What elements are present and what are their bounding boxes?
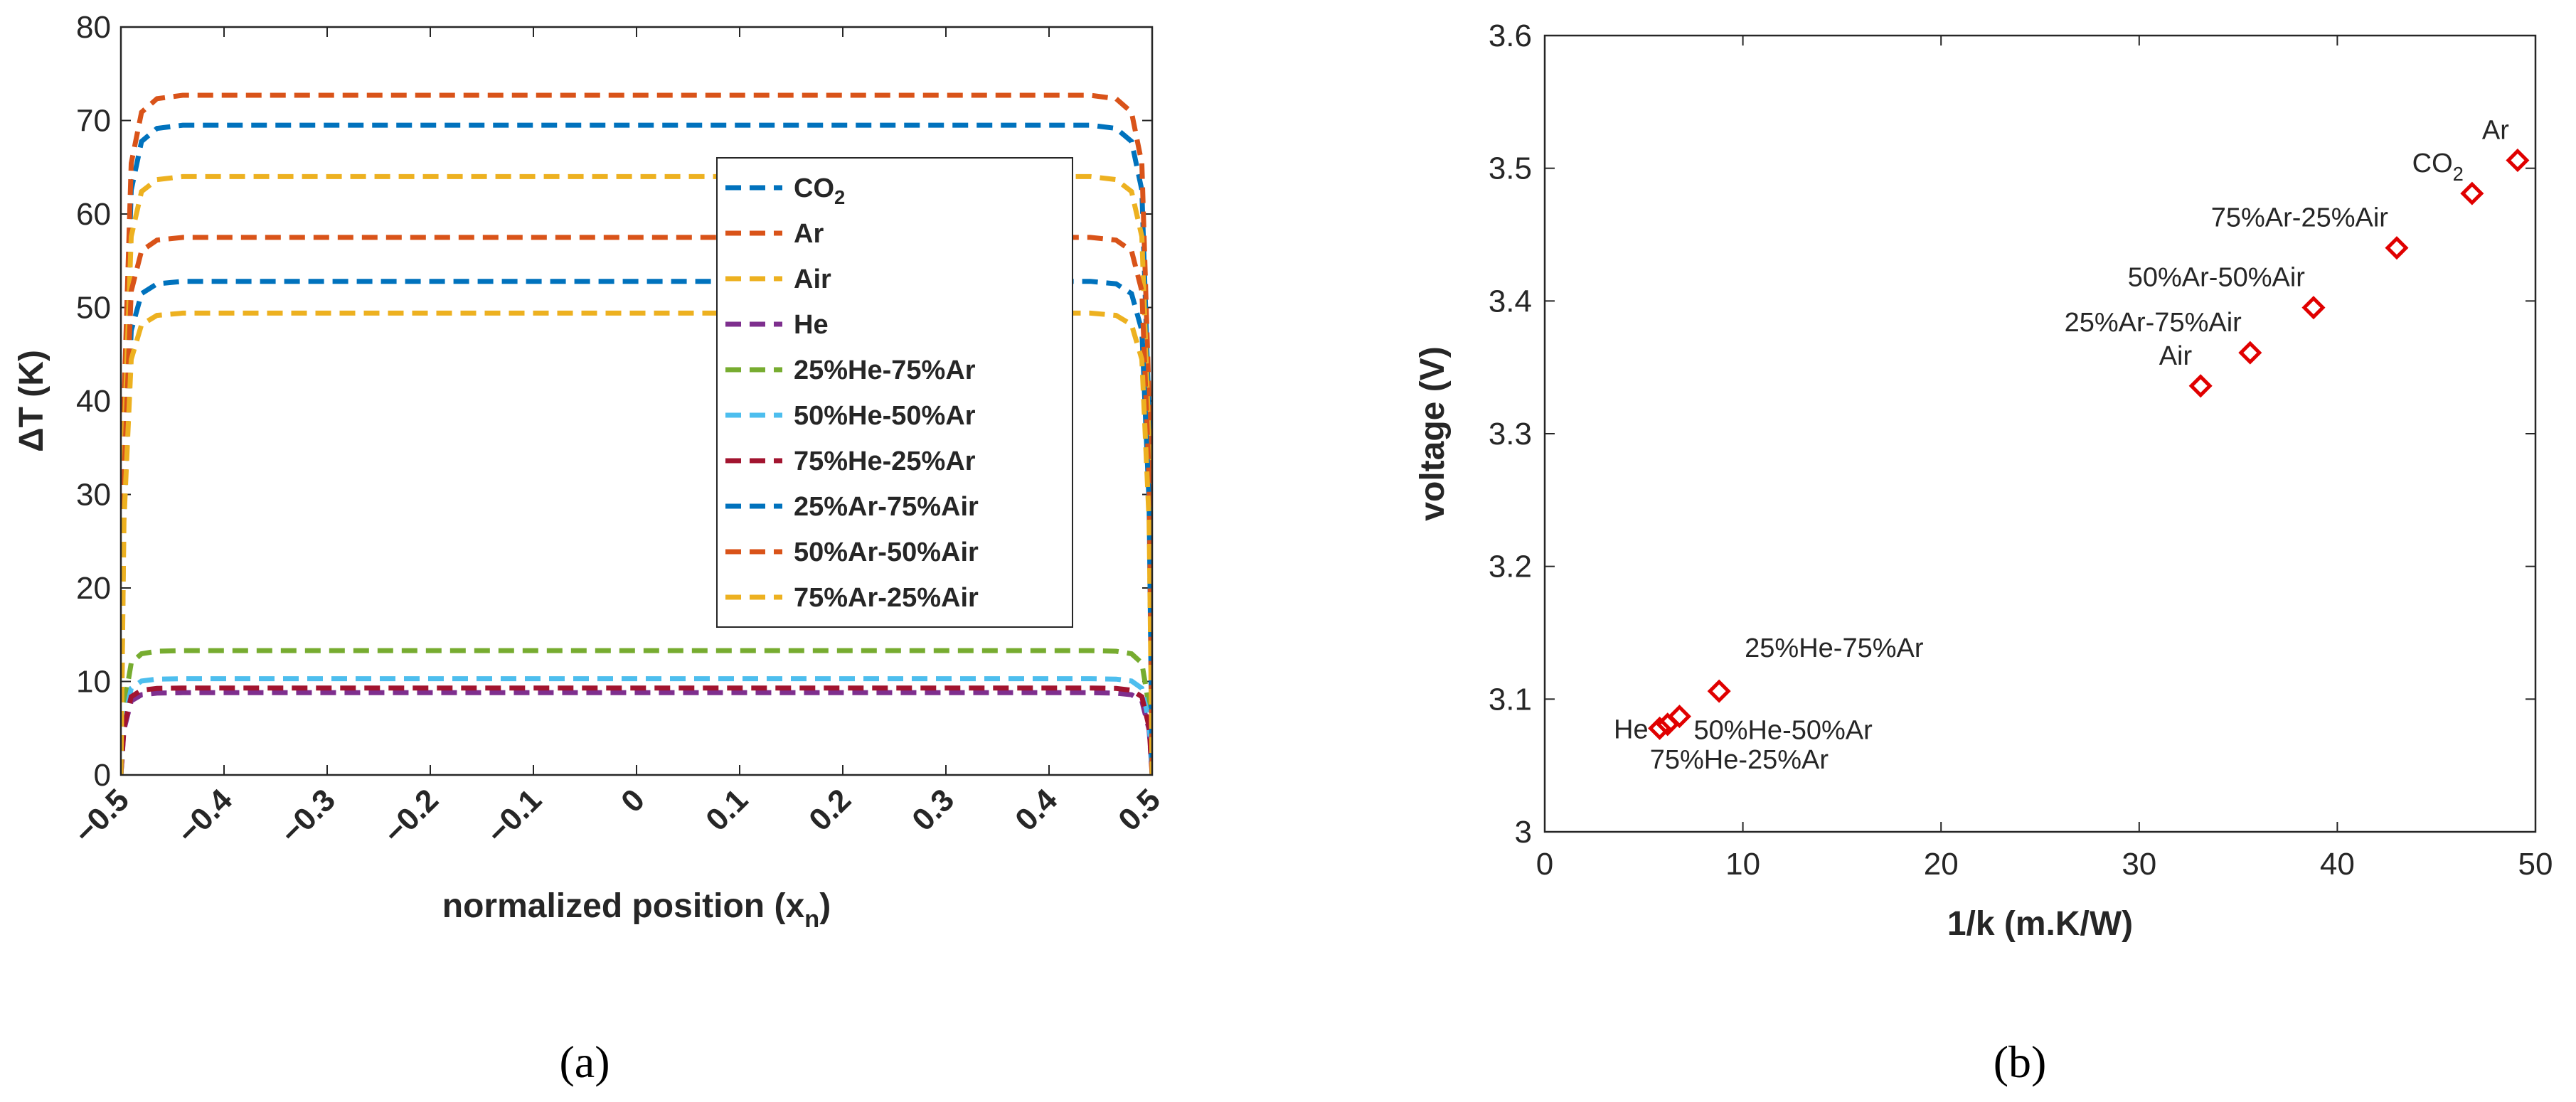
legend-label: 50%He-50%Ar xyxy=(794,401,976,431)
y-tick-label: 60 xyxy=(76,197,111,232)
x-tick-label: 20 xyxy=(1924,847,1959,882)
x-tick-label: 0.2 xyxy=(802,782,858,838)
legend-label: 25%He-75%Ar xyxy=(794,355,976,385)
y-tick-label: 3.5 xyxy=(1489,151,1532,186)
point-annotation: He xyxy=(1614,715,1649,744)
y-axis-label-b: voltage (V) xyxy=(1414,346,1452,520)
legend-label: 75%Ar-25%Air xyxy=(794,583,979,613)
x-tick-label: 10 xyxy=(1725,847,1760,882)
y-axis-label-a: ΔT (K) xyxy=(13,350,50,452)
point-annotation: 75%Ar-25%Air xyxy=(2211,203,2389,233)
point-annotation: 50%Ar-50%Air xyxy=(2128,263,2306,293)
series-line-25-he-75-ar xyxy=(121,648,1152,775)
data-point-25-ar-75-air xyxy=(2238,341,2262,365)
point-annotation: 25%Ar-75%Air xyxy=(2065,308,2242,338)
data-point-50-he-50-ar xyxy=(1667,705,1691,729)
y-tick-label: 70 xyxy=(76,104,111,139)
panel-b-chart: 3 3.1 3.2 3.3 3.4 3.5 3.6 0 10 20 30 40 50 He75%He-25… xyxy=(1414,18,2553,943)
legend-a: CO2ArAirHe25%He-75%Ar50%He-50%Ar75%He-25… xyxy=(716,157,1073,628)
point-annotation: 50%He-50%Ar xyxy=(1693,716,1873,746)
y-tick-label: 30 xyxy=(76,478,111,513)
y-tick-label: 3.2 xyxy=(1489,550,1532,584)
series-line-75-ar-25-air xyxy=(121,310,1152,775)
y-tick-label: 3.4 xyxy=(1489,284,1532,319)
y-tick-label: 40 xyxy=(76,384,111,419)
legend-label: Air xyxy=(794,264,831,294)
plot-area-b xyxy=(1545,36,2535,832)
data-point-he xyxy=(1648,716,1672,740)
y-tick-label: 3.3 xyxy=(1489,417,1532,451)
x-tick-label: 0 xyxy=(614,782,651,819)
x-tick-label: 50 xyxy=(2518,847,2553,882)
x-tick-label: 0.5 xyxy=(1112,782,1167,838)
y-tick-label: 10 xyxy=(76,665,111,700)
data-point-ar xyxy=(2506,148,2530,173)
y-tick-label: 50 xyxy=(76,291,111,326)
y-tick-label: 3 xyxy=(1515,815,1532,850)
series-group-a xyxy=(121,92,1152,775)
panel-label-b: (b) xyxy=(1994,1037,2047,1087)
legend-label: 50%Ar-50%Air xyxy=(794,537,979,567)
y-tick-label: 20 xyxy=(76,571,111,606)
series-line-ar xyxy=(121,92,1152,775)
data-point-75-ar-25-air xyxy=(2385,236,2409,260)
x-tick-label: 0 xyxy=(1536,847,1553,882)
x-tick-label: 0.3 xyxy=(905,782,961,838)
axes-box-b xyxy=(1543,34,2537,833)
legend-label: He xyxy=(794,310,829,340)
x-tick-label: −0.1 xyxy=(480,782,548,850)
x-tick-label: −0.4 xyxy=(171,782,239,850)
legend-label: Ar xyxy=(794,219,824,249)
legend-label: 25%Ar-75%Air xyxy=(794,492,979,522)
panel-label-a: (a) xyxy=(559,1037,610,1087)
point-annotation: 75%He-25%Ar xyxy=(1650,745,1829,775)
point-annotation: Air xyxy=(2159,341,2193,371)
series-line-50-ar-50-air xyxy=(121,235,1152,775)
legend-box xyxy=(716,157,1073,628)
point-annotation: Ar xyxy=(2482,115,2509,145)
panel-a-chart: 0 10 20 30 40 50 60 70 80 −0.5 −0.4 −0.3 −0.2 −0.1 0 0.… xyxy=(13,10,1167,933)
y-tick-label: 3.1 xyxy=(1489,682,1532,717)
data-point-air xyxy=(2188,374,2213,398)
series-line-75-he-25-ar xyxy=(121,685,1152,775)
legend-label: 75%He-25%Ar xyxy=(794,446,976,476)
x-tick-label: 0.1 xyxy=(699,782,755,838)
data-point-25-he-75-ar xyxy=(1707,679,1731,703)
data-point-50-ar-50-air xyxy=(2301,296,2326,320)
y-tick-label: 3.6 xyxy=(1489,18,1532,53)
x-axis-label-b: 1/k (m.K/W) xyxy=(1947,905,2133,943)
series-line-50-he-50-ar xyxy=(121,676,1152,775)
y-tick-label: 0 xyxy=(94,758,111,793)
point-annotation: 25%He-75%Ar xyxy=(1745,633,1924,663)
x-tick-label: 0.4 xyxy=(1008,782,1064,838)
y-tick-label: 80 xyxy=(76,10,111,45)
data-point-co2 xyxy=(2460,181,2484,205)
axes-box-a xyxy=(119,26,1154,776)
x-tick-label: −0.3 xyxy=(274,782,342,850)
x-axis-label-a: normalized position (xn) xyxy=(442,887,831,933)
x-tick-label: 30 xyxy=(2122,847,2156,882)
x-tick-label: −0.2 xyxy=(377,782,445,850)
x-tick-label: 40 xyxy=(2320,847,2355,882)
x-tick-label: −0.5 xyxy=(68,782,136,850)
